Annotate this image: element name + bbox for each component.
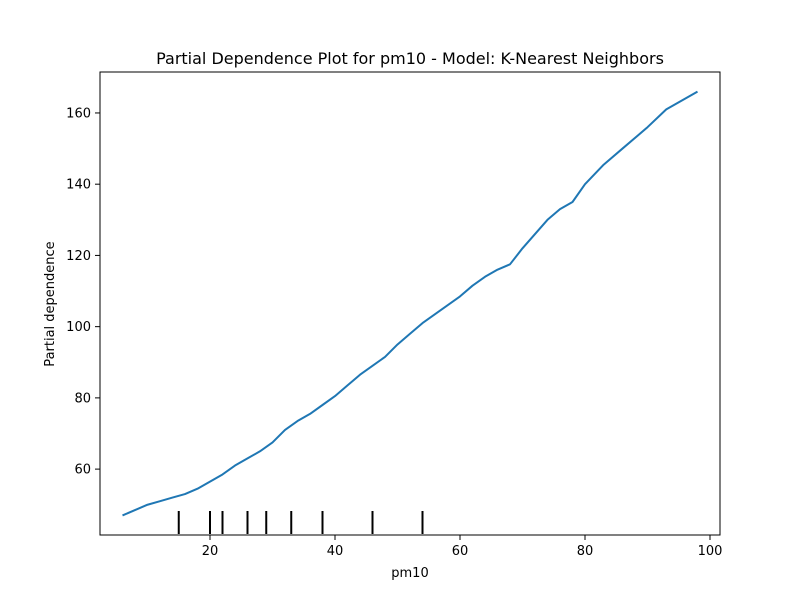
y-tick-label: 140 <box>66 178 91 193</box>
y-axis-label: Partial dependence <box>43 241 58 366</box>
pdp-line <box>122 90 698 517</box>
x-tick-label: 60 <box>452 544 469 559</box>
y-tick-label: 100 <box>66 320 91 335</box>
x-tick-label: 40 <box>327 544 344 559</box>
x-tick-label: 100 <box>698 544 723 559</box>
plot-area: 20 40 60 80 100 60 80 100 120 140 160 <box>66 71 723 559</box>
y-tick-label: 160 <box>66 106 91 121</box>
x-tick-label: 80 <box>577 544 594 559</box>
x-tick-label: 20 <box>202 544 219 559</box>
y-tick-label: 120 <box>66 249 91 264</box>
axes-frame <box>99 71 721 536</box>
y-tick-label: 80 <box>74 391 91 406</box>
x-axis-label: pm10 <box>391 566 428 581</box>
y-tick-label: 60 <box>74 463 91 478</box>
chart-title: Partial Dependence Plot for pm10 - Model… <box>156 49 664 68</box>
